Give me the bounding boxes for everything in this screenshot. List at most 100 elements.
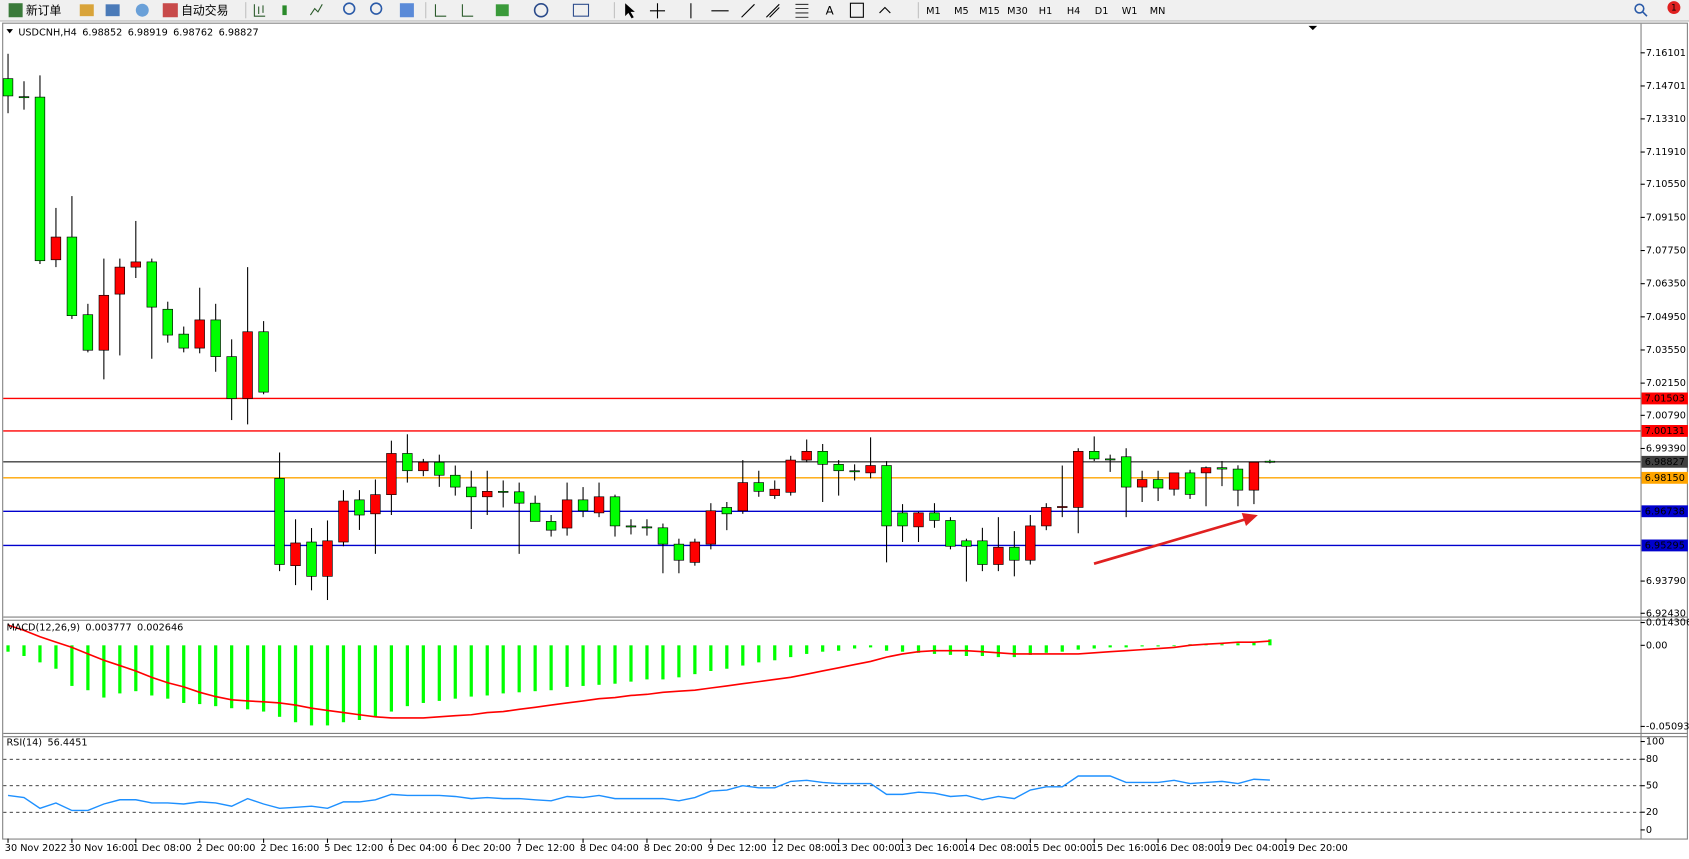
candle-body: [721, 507, 732, 515]
candle-body: [785, 459, 796, 493]
macd-bar: [501, 645, 505, 694]
price-level-label: 6.98827: [1645, 457, 1685, 468]
indicator-header: 0.002646: [137, 622, 183, 633]
fibo-icon[interactable]: [795, 3, 809, 18]
x-tick-label: 7 Dec 12:00: [516, 843, 575, 854]
trendline-icon[interactable]: [741, 3, 755, 18]
candle-icon[interactable]: [282, 5, 287, 16]
icon[interactable]: [135, 3, 149, 17]
y-tick-label: 7.13310: [1646, 114, 1686, 125]
candle-body: [50, 236, 62, 261]
timeframe-button[interactable]: H1: [1039, 6, 1052, 17]
candle-body: [274, 477, 285, 565]
icon[interactable]: [105, 4, 120, 17]
timeframe-button[interactable]: M30: [1007, 6, 1028, 17]
autoscroll-icon[interactable]: [461, 4, 474, 17]
y-tick-label: 7.10550: [1646, 179, 1686, 190]
timeframe-button[interactable]: H4: [1067, 6, 1080, 17]
indicator-header: USDCNH,H4: [18, 27, 77, 38]
macd-bar: [549, 645, 553, 691]
x-tick-label: 19 Dec 20:00: [1283, 843, 1348, 854]
text-tool-icon[interactable]: A: [826, 3, 834, 17]
y-tick-label: 7.04950: [1646, 312, 1686, 323]
indicator-header: 6.98762: [173, 27, 213, 38]
price-level-tag: [1641, 455, 1688, 468]
macd-bar: [517, 645, 521, 693]
candle-body: [817, 451, 828, 465]
candle-body: [1136, 479, 1148, 488]
timeframe-button[interactable]: W1: [1122, 6, 1138, 17]
macd-bar: [980, 645, 985, 656]
timeframe-button[interactable]: D1: [1095, 6, 1109, 17]
channel-icon[interactable]: [765, 3, 780, 18]
timeframe-button[interactable]: M1: [926, 6, 941, 17]
candle-body: [529, 502, 541, 522]
macd-bar: [1108, 645, 1112, 648]
macd-bar: [629, 645, 633, 682]
rsi-line: [7, 775, 1270, 812]
macd-bar: [645, 645, 649, 680]
macd-bar: [1140, 645, 1144, 647]
candle-body: [66, 236, 78, 316]
tile-icon[interactable]: [399, 3, 414, 18]
indicators-icon[interactable]: [495, 4, 509, 17]
auto-trading-icon[interactable]: [162, 3, 178, 18]
icon[interactable]: [79, 4, 94, 17]
timeframe-button[interactable]: M15: [979, 6, 1000, 17]
x-tick-label: 1 Dec 08:00: [133, 843, 192, 854]
timeframe-button[interactable]: M5: [954, 6, 969, 17]
y-tick-label: 0.00: [1646, 640, 1668, 651]
macd-bar: [1044, 645, 1048, 653]
candle-body: [513, 491, 525, 504]
new-order-button[interactable]: 新订单: [26, 3, 62, 17]
candle-body: [2, 78, 14, 97]
label-tool-icon[interactable]: [849, 2, 864, 18]
x-tick-label: 15 Dec 16:00: [1091, 843, 1156, 854]
macd-bar: [725, 645, 729, 669]
macd-bar: [1172, 645, 1176, 647]
candle-body: [593, 496, 605, 514]
timeframe-button[interactable]: MN: [1150, 6, 1166, 17]
symbol-menu-marker[interactable]: [6, 29, 13, 34]
macd-bar: [821, 645, 825, 652]
candle-body: [226, 356, 237, 399]
bar-chart-icon[interactable]: [253, 4, 266, 17]
cursor-icon[interactable]: [625, 3, 635, 19]
y-tick-label: 50: [1646, 781, 1658, 792]
candle-body: [1105, 458, 1116, 461]
zoom-in-icon[interactable]: [343, 2, 356, 15]
candle-body: [386, 453, 397, 495]
x-tick-label: 19 Dec 04:00: [1219, 843, 1284, 854]
notification-badge[interactable]: [1667, 1, 1681, 15]
y-tick-label: 7.03550: [1646, 345, 1686, 356]
new-order-icon[interactable]: [8, 3, 23, 18]
auto-trading-button[interactable]: 自动交易: [181, 3, 228, 17]
zoom-out-icon[interactable]: [369, 2, 383, 15]
macd-bar: [805, 645, 809, 654]
periods-icon[interactable]: [533, 2, 549, 18]
templates-icon[interactable]: [572, 3, 590, 17]
line-icon[interactable]: [309, 4, 323, 16]
shift-icon[interactable]: [434, 4, 447, 17]
candle-body: [577, 499, 589, 512]
price-level-tag: [1641, 505, 1688, 518]
crosshair-icon[interactable]: [649, 3, 666, 19]
y-tick-label: 7.09150: [1646, 212, 1686, 223]
candle-body: [865, 465, 876, 474]
candle-body: [897, 512, 908, 527]
indicator-header: 6.98827: [219, 27, 259, 38]
candle-body: [753, 482, 764, 492]
search-icon[interactable]: [1634, 3, 1645, 14]
macd-bar: [421, 645, 425, 703]
macd-bar: [900, 645, 905, 652]
candle-body: [34, 96, 46, 262]
macd-bar: [757, 645, 761, 663]
macd-bar: [868, 645, 873, 648]
arrows-icon[interactable]: [879, 6, 891, 14]
indicator-header: 56.4451: [47, 738, 87, 749]
macd-bar: [309, 645, 314, 726]
chart-shift-marker[interactable]: [1308, 25, 1318, 31]
candle-body: [1152, 479, 1164, 489]
candle-body: [705, 510, 717, 545]
